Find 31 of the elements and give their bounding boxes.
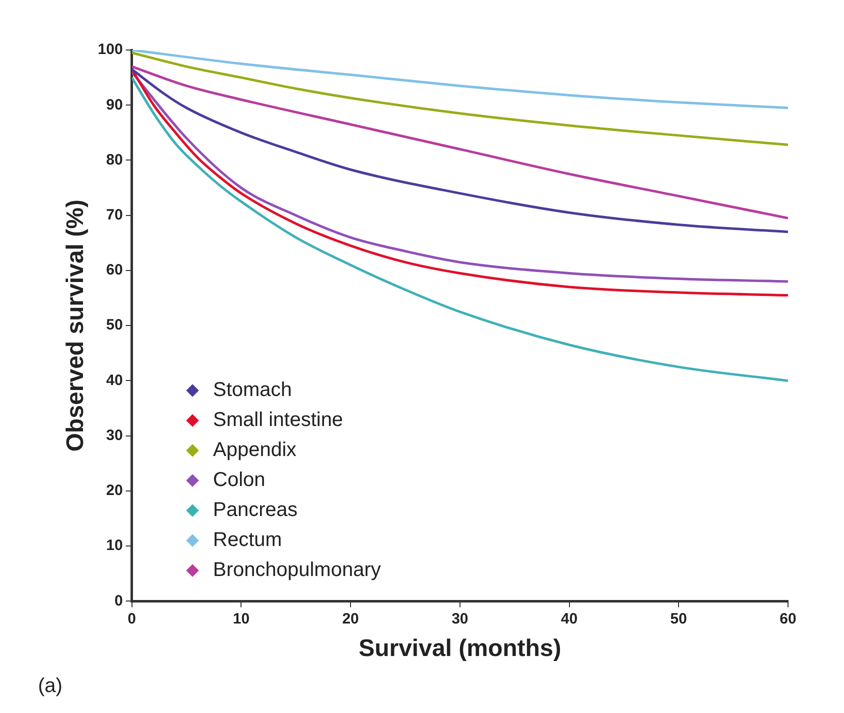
y-tick-label: 20	[106, 482, 123, 500]
x-tick-label: 10	[232, 610, 250, 628]
x-tick-label: 20	[342, 610, 359, 628]
y-tick-label: 90	[106, 96, 123, 114]
text: (a)	[38, 675, 62, 698]
y-tick-label: 10	[106, 537, 123, 554]
legend-label: Pancreas	[213, 498, 298, 523]
line-series	[132, 76, 788, 382]
y-tick-label: 30	[106, 426, 123, 444]
line-series	[132, 52, 788, 146]
line-series	[132, 50, 788, 110]
y-tick-label: 60	[106, 262, 123, 279]
x-tick-label: 50	[670, 610, 687, 628]
x-tick-label: 60	[780, 610, 796, 628]
legend-label: Small intestine	[213, 408, 344, 433]
y-tick-label: 70	[106, 206, 123, 224]
legend-label: Colon	[213, 468, 266, 493]
x-tick-label: 30	[452, 610, 468, 628]
y-tick-label: 40	[106, 372, 123, 389]
legend-label: Stomach	[213, 378, 292, 403]
legend-label: Appendix	[213, 438, 296, 463]
x-tick-label: 40	[560, 610, 578, 628]
legend-label: Bronchopulmonary	[213, 558, 381, 583]
y-axis-title: Observed survival (%)	[62, 200, 90, 452]
y-tick-label: 80	[106, 151, 123, 168]
x-tick-label: 0	[128, 610, 136, 628]
y-tick-label: 50	[106, 316, 123, 334]
y-tick-label: 0	[114, 592, 123, 610]
legend-label: Rectum	[213, 528, 282, 553]
y-tick-label: 100	[98, 41, 123, 58]
x-axis-title: Survival (months)	[358, 635, 562, 662]
